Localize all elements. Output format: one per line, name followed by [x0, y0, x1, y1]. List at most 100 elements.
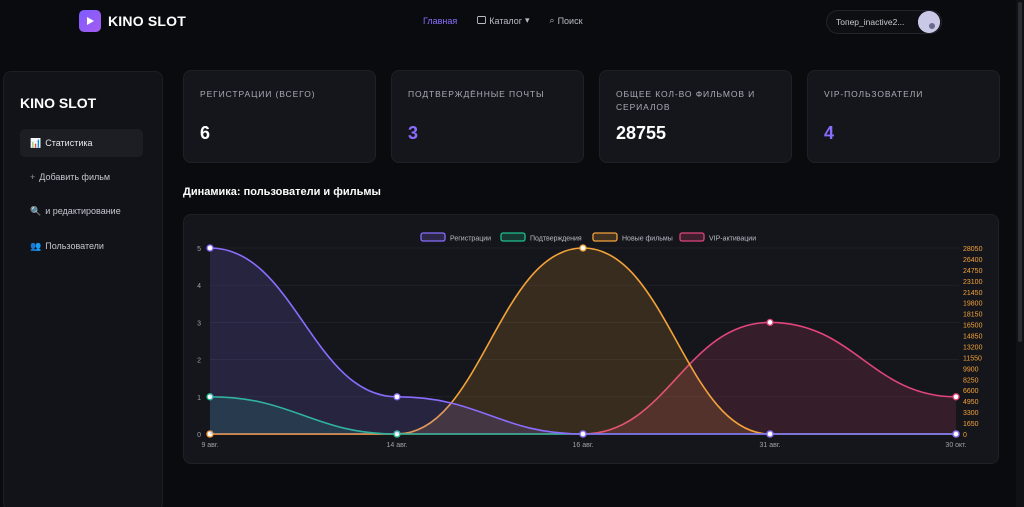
data-point	[579, 430, 587, 438]
x-tick-label: 30 окт.	[945, 442, 966, 449]
chart-icon: 📊	[30, 137, 42, 148]
data-point	[393, 393, 401, 401]
y-tick-label: 4	[197, 283, 201, 290]
y2-tick-label: 23100	[963, 279, 983, 286]
sidebar-item-add-film[interactable]: + Добавить фильм	[20, 163, 143, 191]
y-tick-label: 1	[197, 395, 201, 402]
legend-label: Новые фильмы	[622, 236, 673, 243]
series-area	[210, 248, 956, 434]
data-point	[206, 430, 214, 438]
sidebar-item-label: и редактирование	[45, 206, 121, 216]
y2-tick-label: 24750	[963, 268, 983, 275]
data-point	[952, 393, 960, 401]
avatar[interactable]	[918, 11, 940, 33]
brand-name: KINO SLOT	[108, 13, 187, 29]
stat-card-confirmed-emails: Подтверждённые почты 3	[391, 70, 584, 163]
nav-catalog-label: Каталог	[489, 15, 522, 26]
stat-label: Подтверждённые почты	[408, 89, 545, 99]
plus-icon: +	[30, 172, 36, 182]
search-icon: 🔍	[30, 205, 42, 216]
nav-home[interactable]: Главная	[423, 15, 458, 26]
legend-label: Регистрации	[450, 236, 491, 243]
data-point	[393, 430, 401, 438]
y-tick-label: 2	[197, 358, 201, 365]
chart-svg: 0 1 2 3 4 5 0 1650 3300 4950 6600 8250 9900 11550 1320…	[197, 232, 983, 449]
y2-tick-label: 21450	[963, 290, 983, 297]
y2-tick-label: 9900	[963, 366, 979, 373]
main-nav: Главная Каталог ▾ ⌕ Поиск	[423, 15, 583, 26]
x-tick-label: 9 авг.	[201, 442, 218, 449]
legend-swatch	[679, 232, 705, 242]
data-point	[952, 430, 960, 438]
y2-tick-label: 28050	[963, 246, 983, 253]
stat-card-registrations: Регистрации (всего) 6	[183, 70, 376, 163]
sidebar-item-label: Пользователи	[45, 241, 104, 251]
y2-tick-label: 3300	[963, 410, 979, 417]
y2-tick-label: 6600	[963, 388, 979, 395]
dynamics-chart: 0 1 2 3 4 5 0 1650 3300 4950 6600 8250 9900 11550 1320…	[183, 214, 999, 464]
chevron-down-icon: ▾	[524, 15, 530, 25]
users-icon: 👥	[30, 240, 42, 251]
y2-tick-label: 4950	[963, 399, 979, 406]
series-area	[210, 248, 956, 434]
brand-logo[interactable]: KINO SLOT	[79, 10, 186, 32]
catalog-icon	[477, 15, 487, 26]
stat-value: 28755	[616, 123, 667, 143]
data-point	[766, 430, 774, 438]
nav-catalog[interactable]: Каталог ▾	[477, 15, 530, 26]
series-area	[210, 322, 956, 434]
sidebar-title: KINO SLOT	[20, 95, 97, 111]
nav-search-label: Поиск	[557, 15, 583, 26]
data-point	[579, 244, 587, 252]
stat-label: VIP-пользователи	[824, 89, 924, 99]
data-point	[206, 244, 214, 252]
stat-card-films-total: Общее кол-во фильмов и сериалов 28755	[599, 70, 792, 163]
nav-search[interactable]: ⌕ Поиск	[550, 15, 583, 26]
legend-swatch	[592, 232, 618, 242]
sidebar-item-label: Статистика	[45, 138, 93, 148]
page-scrollbar[interactable]	[1016, 0, 1024, 507]
legend-swatch	[420, 232, 446, 242]
stat-label: Регистрации (всего)	[200, 89, 316, 99]
y-tick-label: 5	[197, 246, 201, 253]
y2-tick-label: 0	[963, 432, 967, 439]
y2-tick-label: 16500	[963, 323, 983, 330]
x-tick-label: 31 авг.	[760, 442, 781, 449]
y2-tick-label: 19800	[963, 301, 983, 308]
y2-tick-label: 18150	[963, 312, 983, 319]
stat-label: Общее кол-во фильмов и сериалов	[616, 89, 756, 112]
y2-tick-label: 8250	[963, 377, 979, 384]
sidebar-item-statistics[interactable]: 📊 Статистика	[20, 129, 143, 157]
search-icon: ⌕	[549, 15, 555, 25]
stat-value: 3	[408, 123, 419, 143]
scrollbar-thumb[interactable]	[1018, 2, 1022, 342]
series-line	[209, 247, 956, 435]
y-tick-label: 0	[197, 432, 201, 439]
y2-tick-label: 1650	[963, 421, 979, 428]
x-tick-label: 14 авг.	[387, 442, 408, 449]
sidebar-item-users[interactable]: 👥 Пользователи	[20, 232, 143, 260]
legend-label: VIP-активации	[709, 236, 756, 243]
sidebar-item-edit[interactable]: 🔍 и редактирование	[20, 197, 143, 225]
user-menu[interactable]: Toпep_inactive2...	[826, 10, 942, 34]
y-tick-label: 3	[197, 320, 201, 327]
y2-tick-label: 14850	[963, 334, 983, 341]
data-point	[766, 318, 774, 327]
series-area	[210, 396, 956, 434]
top-navbar: KINO SLOT Главная Каталог ▾ ⌕ Поиск Toпe…	[0, 0, 1016, 44]
x-tick-label: 16 авг.	[573, 442, 594, 449]
username: Toпep_inactive2...	[836, 17, 905, 27]
sidebar: KINO SLOT 📊 Статистика + Добавить фильм …	[3, 71, 163, 507]
stat-card-vip-users: VIP-пользователи 4	[807, 70, 1000, 163]
y2-tick-label: 26400	[963, 257, 983, 264]
data-point	[206, 393, 214, 401]
legend-label: Подтверждения	[530, 236, 582, 243]
stat-value: 4	[824, 123, 835, 143]
play-icon	[79, 10, 101, 32]
y2-tick-label: 11550	[963, 355, 982, 362]
stat-value: 6	[200, 123, 211, 143]
legend-swatch	[500, 232, 526, 242]
section-title: Динамика: пользователи и фильмы	[183, 186, 381, 198]
y2-tick-label: 13200	[963, 344, 983, 351]
sidebar-item-label: Добавить фильм	[39, 172, 111, 182]
